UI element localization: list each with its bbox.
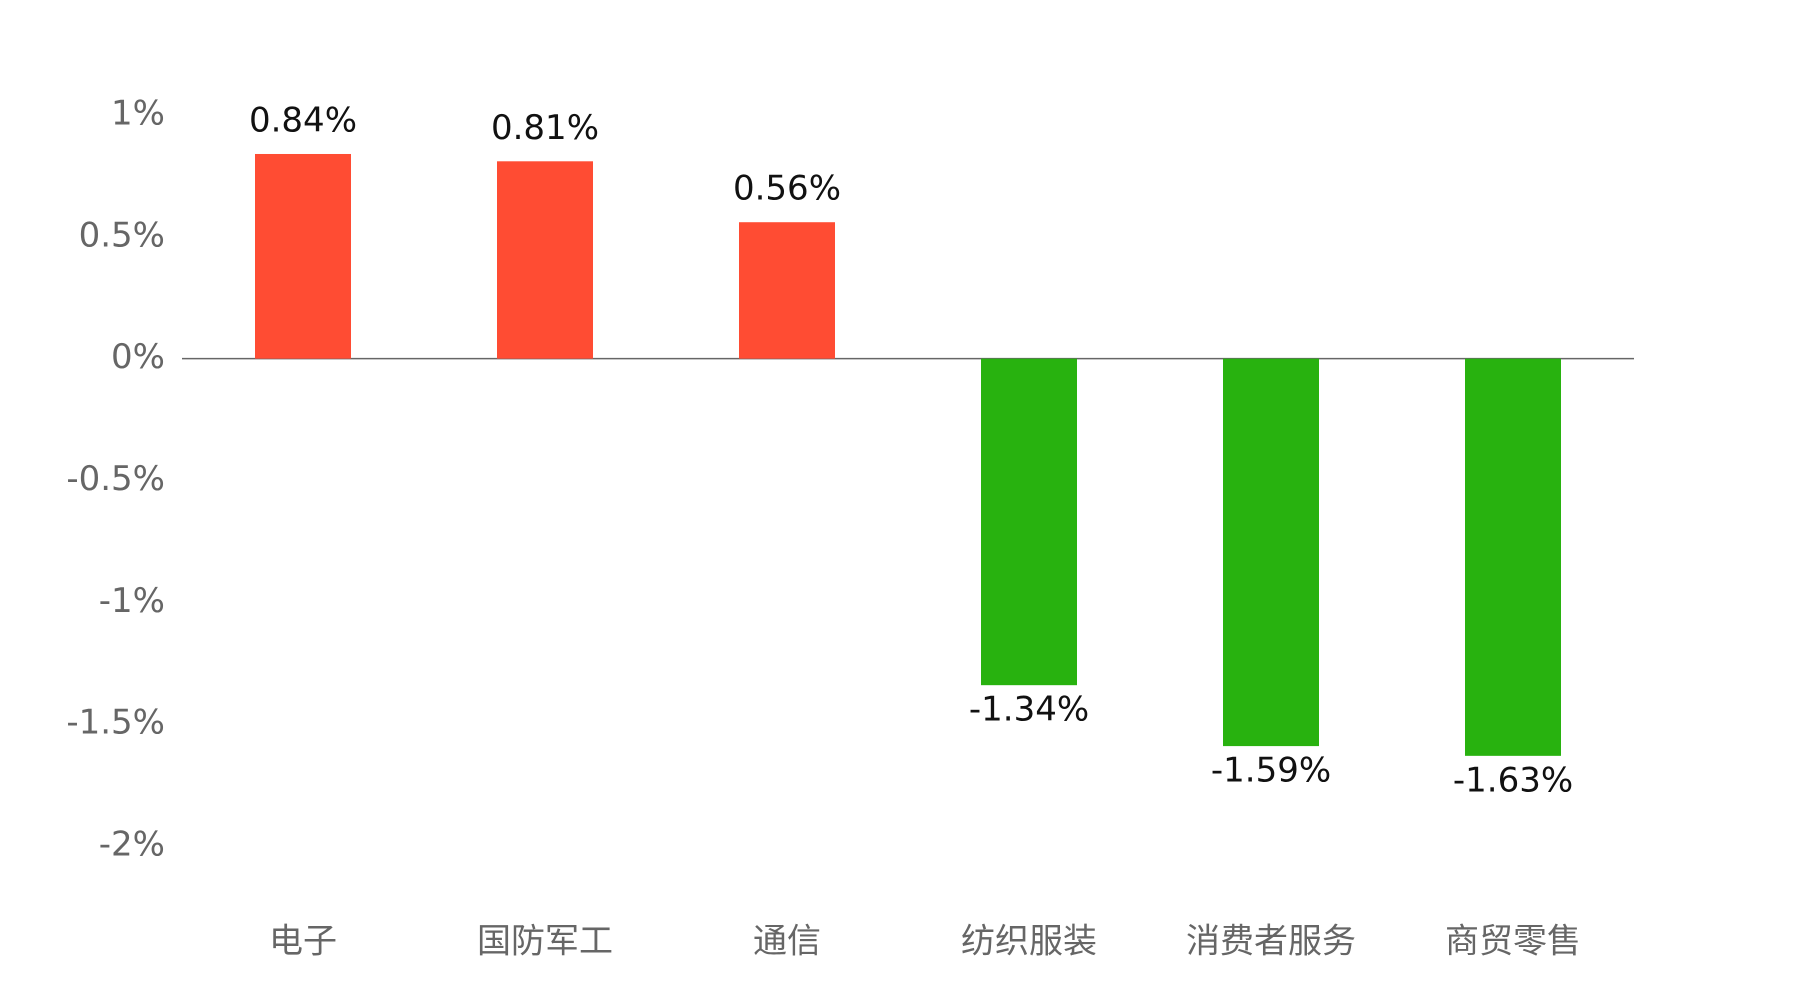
value-label: 0.84%: [249, 100, 357, 140]
value-label: -1.59%: [1211, 751, 1331, 791]
x-tick-label: 国防军工: [477, 922, 613, 962]
x-tick-label: 商贸零售: [1445, 922, 1581, 962]
value-label: 0.56%: [733, 169, 841, 209]
x-tick-label: 消费者服务: [1186, 922, 1356, 962]
y-tick-label: -1.5%: [66, 703, 165, 743]
value-label: -1.63%: [1453, 760, 1573, 800]
bar: [497, 161, 593, 359]
bar: [1465, 358, 1561, 756]
y-tick-label: -1%: [99, 581, 165, 621]
bar: [255, 153, 351, 359]
y-tick-label: 0.5%: [79, 215, 165, 255]
y-tick-label: -0.5%: [66, 459, 165, 499]
bar: [1223, 358, 1319, 747]
x-tick-label: 通信: [753, 922, 821, 962]
y-tick-label: 1%: [111, 94, 165, 134]
bar: [981, 358, 1077, 686]
x-tick-label: 电子: [269, 922, 337, 962]
x-tick-label: 纺织服装: [961, 922, 1097, 962]
bar: [739, 222, 835, 359]
y-tick-label: -2%: [99, 825, 165, 865]
y-tick-label: 0%: [111, 337, 165, 377]
value-label: 0.81%: [491, 108, 599, 148]
value-label: -1.34%: [969, 690, 1089, 730]
